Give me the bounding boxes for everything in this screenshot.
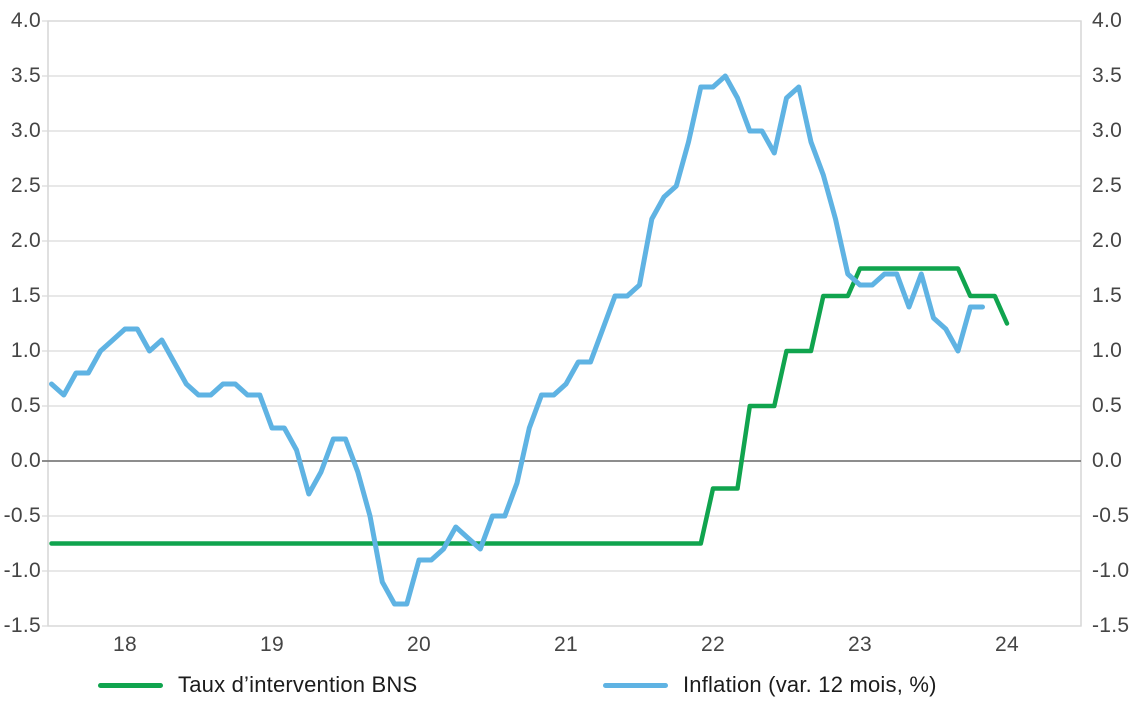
x-axis-label: 19 bbox=[260, 633, 284, 656]
x-axis-label: 23 bbox=[848, 633, 872, 656]
legend-item-rate: Taux d’intervention BNS bbox=[98, 671, 417, 699]
y-axis-label-right: -1.0 bbox=[1092, 559, 1130, 582]
x-axis-label: 24 bbox=[995, 633, 1019, 656]
y-axis-label-left: 2.0 bbox=[10, 229, 41, 252]
y-axis-label-right: 1.0 bbox=[1092, 339, 1123, 362]
y-axis-label-left: 1.5 bbox=[10, 284, 41, 307]
inflation-line bbox=[49, 73, 985, 607]
y-axis-label-left: -1.0 bbox=[3, 559, 41, 582]
y-axis-label-left: -1.5 bbox=[3, 614, 41, 637]
y-axis-label-right: 2.0 bbox=[1092, 229, 1123, 252]
rate-line bbox=[49, 266, 1010, 546]
rate-line-swatch bbox=[98, 682, 163, 688]
y-axis-label-right: 1.5 bbox=[1092, 284, 1123, 307]
y-axis-label-right: -1.5 bbox=[1092, 614, 1130, 637]
x-axis-label: 21 bbox=[554, 633, 578, 656]
x-axis-label: 22 bbox=[701, 633, 725, 656]
y-axis-label-right: 0.5 bbox=[1092, 394, 1123, 417]
y-axis-label-right: 4.0 bbox=[1092, 9, 1123, 32]
y-axis-label-left: 2.5 bbox=[10, 174, 41, 197]
y-axis-label-right: 3.0 bbox=[1092, 119, 1123, 142]
y-axis-label-right: 2.5 bbox=[1092, 174, 1123, 197]
y-axis-label-left: 1.0 bbox=[10, 339, 41, 362]
y-axis-label-left: 3.0 bbox=[10, 119, 41, 142]
y-axis-label-left: 3.5 bbox=[10, 64, 41, 87]
x-axis-label: 20 bbox=[407, 633, 431, 656]
legend-label-inflation: Inflation (var. 12 mois, %) bbox=[683, 672, 937, 697]
y-axis-label-right: 3.5 bbox=[1092, 64, 1123, 87]
y-axis-label-right: -0.5 bbox=[1092, 504, 1130, 527]
x-axis-label: 18 bbox=[113, 633, 137, 656]
legend-label-rate: Taux d’intervention BNS bbox=[178, 672, 418, 697]
y-axis-label-right: 0.0 bbox=[1092, 449, 1123, 472]
y-axis-label-left: 0.0 bbox=[10, 449, 41, 472]
y-axis-label-left: -0.5 bbox=[3, 504, 41, 527]
plot-border bbox=[47, 20, 1082, 627]
legend-item-inflation: Inflation (var. 12 mois, %) bbox=[603, 671, 937, 699]
inflation-line-swatch bbox=[603, 682, 668, 688]
y-axis-label-left: 4.0 bbox=[10, 9, 41, 32]
y-axis-label-left: 0.5 bbox=[10, 394, 41, 417]
